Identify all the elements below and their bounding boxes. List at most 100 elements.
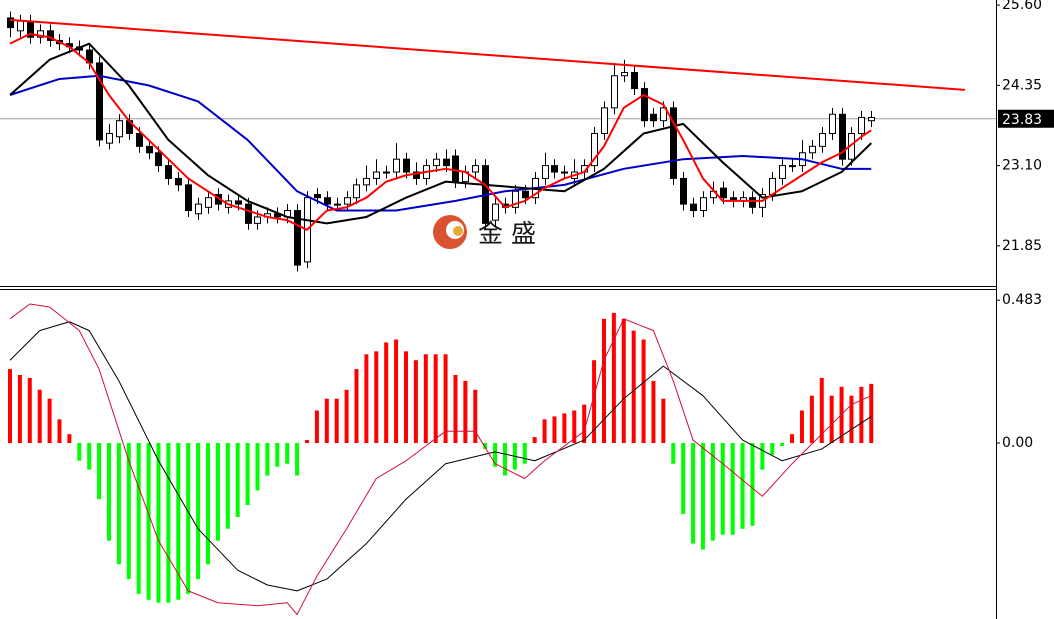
candle-body xyxy=(858,116,865,135)
histogram-bar xyxy=(136,443,141,594)
candle-body xyxy=(37,30,44,38)
histogram-bar xyxy=(324,398,329,444)
histogram-bar xyxy=(57,419,62,444)
histogram-bar xyxy=(47,398,52,444)
candle-body xyxy=(641,88,648,122)
histogram-bar xyxy=(77,443,82,461)
histogram-bar xyxy=(384,342,389,444)
histogram-bar xyxy=(750,443,755,526)
histogram-bar xyxy=(295,443,300,476)
histogram-bar xyxy=(542,419,547,444)
histogram-bar xyxy=(403,351,408,444)
candle-body xyxy=(819,133,826,147)
histogram-bar xyxy=(314,410,319,444)
candle-body xyxy=(443,158,450,167)
candle-body xyxy=(373,171,380,179)
histogram-bar xyxy=(453,374,458,444)
histogram-bar xyxy=(601,318,606,444)
histogram-bar xyxy=(196,443,201,580)
candle-body xyxy=(393,158,400,173)
macd-line xyxy=(9,303,872,616)
histogram-bar xyxy=(859,386,864,444)
candle-body xyxy=(17,20,24,32)
histogram-bar xyxy=(433,354,438,444)
candle-body xyxy=(561,171,568,174)
candle-body xyxy=(680,177,687,205)
candle-body xyxy=(205,197,212,208)
candle-body xyxy=(868,116,875,122)
candle-body xyxy=(690,203,697,212)
candle-body xyxy=(660,107,667,122)
histogram-bar xyxy=(275,443,280,467)
histogram-bar xyxy=(255,443,260,491)
candle-body xyxy=(512,190,519,208)
candle-body xyxy=(631,72,638,90)
candle-body xyxy=(621,72,628,77)
histogram-bar xyxy=(126,443,131,580)
histogram-bar xyxy=(819,377,824,444)
histogram-bar xyxy=(334,398,339,444)
histogram-bar xyxy=(869,383,874,444)
y-tick-label: 0.483 xyxy=(1002,292,1042,308)
histogram-bar xyxy=(849,395,854,444)
candle-body xyxy=(650,113,657,122)
histogram-bar xyxy=(532,437,537,444)
candle-body xyxy=(670,107,677,179)
histogram-bar xyxy=(205,443,210,565)
candle-body xyxy=(116,120,123,138)
histogram-bar xyxy=(740,443,745,529)
histogram-bar xyxy=(87,443,92,470)
histogram-bar xyxy=(681,443,686,515)
candle-body xyxy=(433,158,440,167)
last-price-box xyxy=(998,109,1054,128)
histogram-bar xyxy=(621,318,626,444)
candle-body xyxy=(383,171,390,174)
candle-body xyxy=(551,165,558,173)
moving-average xyxy=(9,33,872,231)
histogram-bar xyxy=(67,434,72,444)
histogram-bar xyxy=(37,389,42,444)
histogram-bar xyxy=(780,443,785,446)
candle-body xyxy=(809,145,816,154)
histogram-bar xyxy=(552,416,557,444)
candle-body xyxy=(829,113,836,135)
histogram-bar xyxy=(592,360,597,444)
candle-body xyxy=(175,177,182,186)
histogram-bar xyxy=(235,443,240,517)
candle-body xyxy=(492,203,499,221)
histogram-bar xyxy=(483,443,488,449)
histogram-bar xyxy=(631,330,636,444)
histogram-bar xyxy=(176,443,181,600)
candle-body xyxy=(314,193,321,199)
candle-body xyxy=(195,203,202,215)
histogram-bar xyxy=(522,443,527,464)
histogram-bar xyxy=(166,443,171,603)
histogram-bar xyxy=(27,377,32,444)
candle-body xyxy=(324,197,331,205)
candle-body xyxy=(363,177,370,186)
histogram-bar xyxy=(809,395,814,444)
histogram-bar xyxy=(562,413,567,444)
histogram-bar xyxy=(661,398,666,444)
moving-average xyxy=(9,74,872,212)
candle-body xyxy=(591,133,598,167)
candle-body xyxy=(344,197,351,205)
y-tick-label: 23.10 xyxy=(1002,158,1042,174)
histogram-bar xyxy=(7,369,12,444)
logo xyxy=(453,226,463,236)
candle-body xyxy=(235,200,242,205)
histogram-bar xyxy=(799,410,804,444)
histogram-bar xyxy=(156,443,161,603)
histogram-bar xyxy=(760,443,765,470)
candle-body xyxy=(96,62,103,141)
candle-body xyxy=(611,75,618,109)
histogram-bar xyxy=(364,354,369,444)
y-tick-label: 21.85 xyxy=(1002,238,1042,254)
y-tick-label: 0.00 xyxy=(1002,435,1033,451)
histogram-bar xyxy=(106,443,111,541)
candle-body xyxy=(403,158,410,173)
watermark-text: 金 盛 xyxy=(478,219,536,248)
candle-body xyxy=(106,133,113,144)
histogram-bar xyxy=(225,443,230,529)
